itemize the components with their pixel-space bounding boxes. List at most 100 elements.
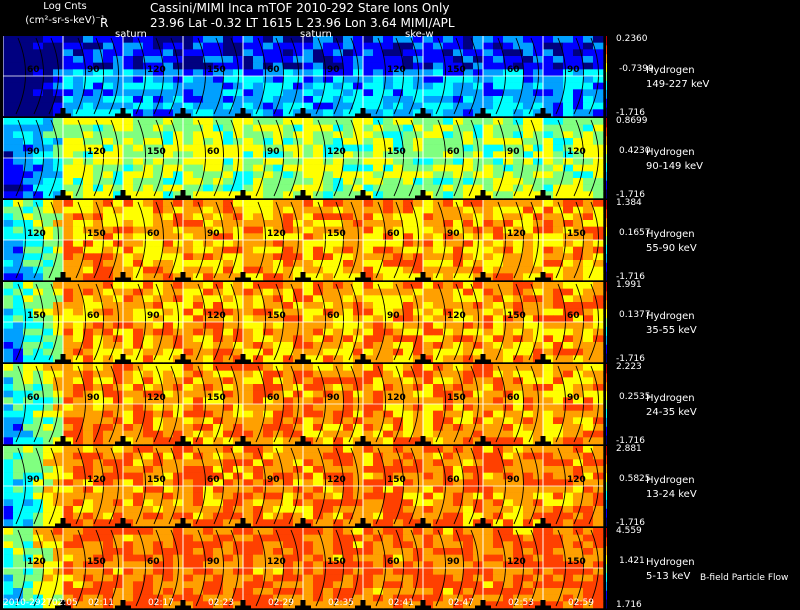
heatmap-cell	[63, 165, 73, 172]
heatmap-cell	[543, 253, 553, 260]
heatmap-cell	[463, 295, 473, 302]
heatmap-cell	[583, 56, 593, 63]
contour-label: 60	[27, 393, 40, 403]
heatmap-cell	[523, 453, 533, 460]
heatmap-cell	[463, 355, 473, 362]
heatmap-cell	[163, 295, 173, 302]
heatmap-cell	[73, 171, 83, 178]
heatmap-cell	[323, 109, 333, 116]
heatmap-cell	[343, 417, 353, 424]
heatmap-cell	[83, 178, 93, 185]
heatmap-cell	[333, 36, 343, 43]
heatmap-cell	[243, 43, 253, 50]
heatmap-cell	[313, 138, 323, 145]
heatmap-cell	[203, 417, 213, 424]
heatmap-cell	[483, 289, 493, 296]
heatmap-cell	[383, 453, 393, 460]
heatmap-cell	[333, 404, 343, 411]
heatmap-cell	[243, 377, 253, 384]
heatmap-cell	[443, 36, 453, 43]
heatmap-cell	[193, 158, 203, 165]
heatmap-cell	[543, 165, 553, 172]
heatmap-cell	[143, 349, 153, 356]
heatmap-cell	[3, 453, 13, 460]
heatmap-cell	[163, 260, 173, 267]
heatmap-cell	[43, 506, 53, 513]
heatmap-cell	[243, 96, 253, 103]
heatmap-cell	[563, 377, 573, 384]
colorbar-segment	[606, 373, 607, 382]
heatmap-cell	[3, 431, 13, 438]
heatmap-cell	[223, 342, 233, 349]
heatmap-cell	[423, 43, 433, 50]
heatmap-cell	[383, 519, 393, 526]
heatmap-cell	[363, 227, 373, 234]
heatmap-cell	[213, 83, 223, 90]
heatmap-cell	[393, 200, 403, 207]
heatmap-cell	[493, 355, 503, 362]
heatmap-cell	[553, 437, 563, 444]
heatmap-cell	[323, 267, 333, 274]
heatmap-cell	[443, 377, 453, 384]
heatmap-cell	[133, 404, 143, 411]
heatmap-cell	[523, 171, 533, 178]
heatmap-cell	[253, 397, 263, 404]
heatmap-cell	[123, 424, 133, 431]
heatmap-cell	[583, 49, 593, 56]
heatmap-cell	[103, 575, 113, 582]
heatmap-cell	[73, 131, 83, 138]
heatmap-cell	[483, 63, 493, 70]
colorbar-segment	[606, 63, 607, 72]
colorbar-segment	[606, 490, 607, 499]
heatmap-cell	[183, 473, 193, 480]
heatmap-cell	[403, 178, 413, 185]
heatmap-cell	[223, 145, 233, 152]
heatmap-cell	[593, 273, 603, 280]
heatmap-cell	[443, 282, 453, 289]
heatmap-cell	[553, 220, 563, 227]
heatmap-cell	[493, 473, 503, 480]
heatmap-cell	[303, 200, 313, 207]
heatmap-cell	[363, 131, 373, 138]
heatmap-cell	[443, 118, 453, 125]
heatmap-cell	[43, 411, 53, 418]
heatmap-cell	[163, 404, 173, 411]
heatmap-cell	[283, 453, 293, 460]
heatmap-cell	[143, 459, 153, 466]
heatmap-cell	[43, 322, 53, 329]
heatmap-cell	[503, 486, 513, 493]
heatmap-cell	[13, 165, 23, 172]
heatmap-cell	[563, 260, 573, 267]
heatmap-cell	[343, 253, 353, 260]
heatmap-cell	[103, 548, 113, 555]
heatmap-cell	[83, 335, 93, 342]
heatmap-cell	[93, 247, 103, 254]
heatmap-cell	[263, 118, 273, 125]
heatmap-cell	[243, 493, 253, 500]
heatmap-cell	[243, 125, 253, 132]
heatmap-cell	[503, 76, 513, 83]
heatmap-cell	[453, 411, 463, 418]
heatmap-cell	[523, 424, 533, 431]
contour-label: 60	[387, 229, 400, 239]
heatmap-cell	[303, 49, 313, 56]
heatmap-cell	[433, 240, 443, 247]
heatmap-cell	[193, 329, 203, 336]
heatmap-cell	[283, 506, 293, 513]
colorbar-segment	[606, 326, 607, 335]
heatmap-cell	[273, 329, 283, 336]
heatmap-cell	[323, 437, 333, 444]
contour-label: 150	[387, 147, 406, 157]
heatmap-cell	[333, 83, 343, 90]
colorbar-segment	[606, 218, 607, 227]
heatmap-cell	[103, 178, 113, 185]
heatmap-cell	[143, 178, 153, 185]
heatmap-cell	[483, 499, 493, 506]
heatmap-cell	[283, 220, 293, 227]
colorbar-segment	[606, 482, 607, 491]
heatmap-cell	[523, 411, 533, 418]
heatmap-cell	[193, 145, 203, 152]
heatmap-cell	[463, 158, 473, 165]
heatmap-cell	[583, 171, 593, 178]
heatmap-cell	[553, 253, 563, 260]
